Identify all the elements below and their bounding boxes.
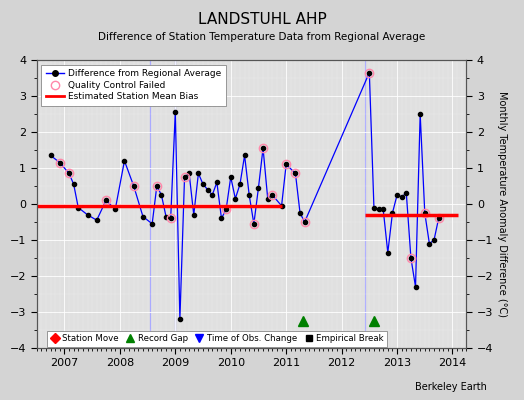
Text: LANDSTUHL AHP: LANDSTUHL AHP xyxy=(198,12,326,27)
Y-axis label: Monthly Temperature Anomaly Difference (°C): Monthly Temperature Anomaly Difference (… xyxy=(497,91,507,317)
Legend: Station Move, Record Gap, Time of Obs. Change, Empirical Break: Station Move, Record Gap, Time of Obs. C… xyxy=(47,331,387,346)
Text: Difference of Station Temperature Data from Regional Average: Difference of Station Temperature Data f… xyxy=(99,32,425,42)
Text: Berkeley Earth: Berkeley Earth xyxy=(416,382,487,392)
